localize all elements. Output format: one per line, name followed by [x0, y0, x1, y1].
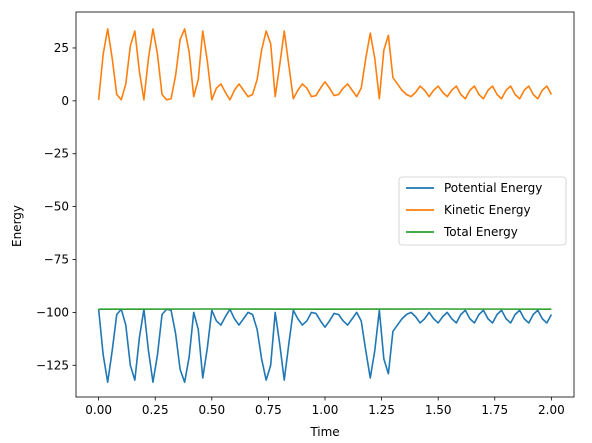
y-tick-label: −25 [44, 147, 69, 161]
x-tick-label: 1.50 [425, 403, 452, 417]
y-axis-label: Energy [10, 205, 24, 247]
legend-label-3: Total Energy [443, 225, 518, 239]
y-tick-label: −50 [44, 200, 69, 214]
y-tick-label: 0 [61, 94, 69, 108]
y-tick-label: 25 [54, 41, 69, 55]
x-tick-label: 1.75 [481, 403, 508, 417]
x-axis-label: Time [309, 425, 339, 439]
legend: Potential Energy Kinetic Energy Total Ener… [398, 176, 567, 246]
x-tick-label: 0.00 [85, 403, 112, 417]
y-tick-label: −125 [36, 358, 69, 372]
legend-label-2: Kinetic Energy [444, 203, 531, 217]
y-tick-label: −75 [44, 253, 69, 267]
x-tick-label: 1.00 [312, 403, 339, 417]
x-tick-label: 2.00 [538, 403, 565, 417]
x-axis-ticks: 0.00 0.25 0.50 0.75 1.00 1.25 1.50 1.75 2.00 [85, 397, 565, 417]
x-tick-label: 0.25 [142, 403, 169, 417]
x-tick-label: 1.25 [368, 403, 395, 417]
x-tick-label: 0.50 [198, 403, 225, 417]
series-line-1 [97, 308, 553, 383]
legend-label-1: Potential Energy [444, 181, 542, 195]
series-line-2 [97, 28, 553, 101]
y-tick-label: −100 [36, 305, 69, 319]
x-tick-label: 0.75 [255, 403, 282, 417]
y-axis-ticks: 25 0 −25 −50 −75 −100 −125 [36, 41, 76, 372]
plot-area [97, 28, 553, 383]
legend-box [398, 176, 567, 246]
